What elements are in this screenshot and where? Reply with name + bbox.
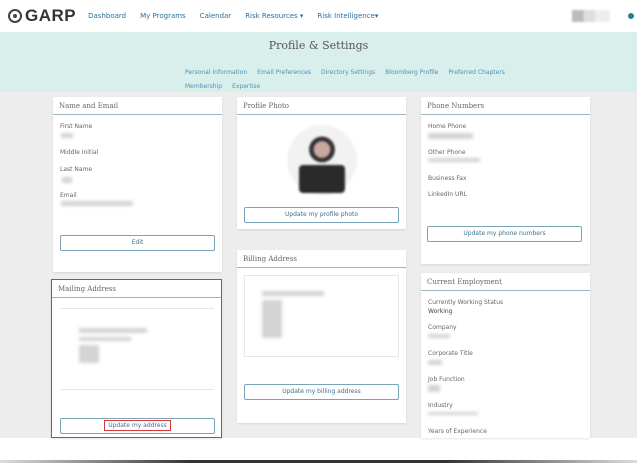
card-title: Profile Photo xyxy=(237,97,406,115)
company-label: Company xyxy=(428,324,457,331)
home-phone-label: Home Phone xyxy=(428,123,467,130)
link-email-preferences[interactable]: Email Preferences xyxy=(257,69,311,76)
business-fax-label: Business Fax xyxy=(428,175,467,182)
address-line xyxy=(262,300,282,338)
address-line xyxy=(79,337,131,341)
link-personal-information[interactable]: Personal Information xyxy=(185,69,248,76)
industry-value xyxy=(428,412,478,415)
profile-photo-card: Profile Photo Update my profile photo xyxy=(237,97,406,229)
linkedin-url-label: LinkedIn URL xyxy=(428,191,467,198)
years-experience-label: Years of Experience xyxy=(428,428,487,435)
company-value xyxy=(428,334,450,338)
card-title: Current Employment xyxy=(421,273,590,291)
email-value xyxy=(61,201,133,206)
update-billing-button[interactable]: Update my billing address xyxy=(244,384,399,400)
job-function-label: Job Function xyxy=(428,376,465,383)
garp-logo[interactable]: GARP xyxy=(8,6,76,26)
other-phone-label: Other Phone xyxy=(428,149,466,156)
job-function-value xyxy=(428,385,440,392)
mailing-address-box xyxy=(61,308,214,390)
nav-dashboard[interactable]: Dashboard xyxy=(88,12,127,20)
update-photo-button[interactable]: Update my profile photo xyxy=(244,207,399,223)
edit-button[interactable]: Edit xyxy=(60,235,215,251)
last-name-value xyxy=(62,177,72,183)
first-name-value xyxy=(61,133,73,138)
help-icon[interactable] xyxy=(628,13,634,19)
logo-text: GARP xyxy=(25,6,77,25)
page-title: Profile & Settings xyxy=(268,39,369,52)
address-line xyxy=(262,291,324,296)
address-line xyxy=(79,328,147,333)
billing-address-box xyxy=(244,275,399,357)
last-name-label: Last Name xyxy=(60,166,93,173)
profile-photo xyxy=(287,125,357,195)
nav-my-programs[interactable]: My Programs xyxy=(140,12,186,20)
industry-label: Industry xyxy=(428,402,453,409)
garp-logo-icon xyxy=(8,9,22,23)
link-bloomberg-profile[interactable]: Bloomberg Profile xyxy=(385,69,439,76)
card-title: Billing Address xyxy=(237,250,406,268)
working-status-value: Working xyxy=(428,308,453,315)
nav-calendar[interactable]: Calendar xyxy=(199,12,232,20)
corporate-title-label: Corporate Title xyxy=(428,350,473,357)
home-phone-value xyxy=(428,133,473,139)
link-preferred-chapters[interactable]: Preferred Chapters xyxy=(448,69,505,76)
address-line xyxy=(79,345,99,363)
header-band xyxy=(0,32,637,92)
update-address-button[interactable]: Update my address xyxy=(60,418,215,434)
user-avatar[interactable] xyxy=(572,10,610,22)
mailing-address-card: Mailing Address Update my address xyxy=(51,279,222,438)
top-nav: GARP Dashboard My Programs Calendar Risk… xyxy=(0,0,637,32)
card-title: Name and Email xyxy=(53,97,222,115)
profile-photo-body xyxy=(299,165,345,193)
billing-address-card: Billing Address Update my billing addres… xyxy=(237,250,406,423)
card-title: Mailing Address xyxy=(52,280,221,298)
other-phone-value xyxy=(428,158,480,162)
card-title: Phone Numbers xyxy=(421,97,590,115)
name-email-card: Name and Email First Name Middle Initial… xyxy=(53,97,222,272)
section-links: Personal Information Email Preferences Dir… xyxy=(185,66,545,94)
email-label: Email xyxy=(60,192,77,199)
bottom-divider xyxy=(0,460,637,463)
update-phone-button[interactable]: Update my phone numbers xyxy=(427,226,582,242)
middle-initial-label: Middle Initial xyxy=(60,149,99,156)
current-employment-card: Current Employment Currently Working Sta… xyxy=(421,273,590,438)
first-name-label: First Name xyxy=(60,123,93,130)
nav-risk-resources[interactable]: Risk Resources ▾ xyxy=(245,12,304,20)
nav-risk-intelligence[interactable]: Risk Intelligence▾ xyxy=(317,12,379,20)
link-membership[interactable]: Membership xyxy=(185,83,223,90)
corporate-title-value xyxy=(428,360,442,365)
phone-numbers-card: Phone Numbers Home Phone Other Phone Bus… xyxy=(421,97,590,264)
link-expertise[interactable]: Expertise xyxy=(232,83,261,90)
working-status-label: Currently Working Status xyxy=(428,299,504,306)
link-directory-settings[interactable]: Directory Settings xyxy=(321,69,376,76)
update-address-label: Update my address xyxy=(104,420,171,431)
